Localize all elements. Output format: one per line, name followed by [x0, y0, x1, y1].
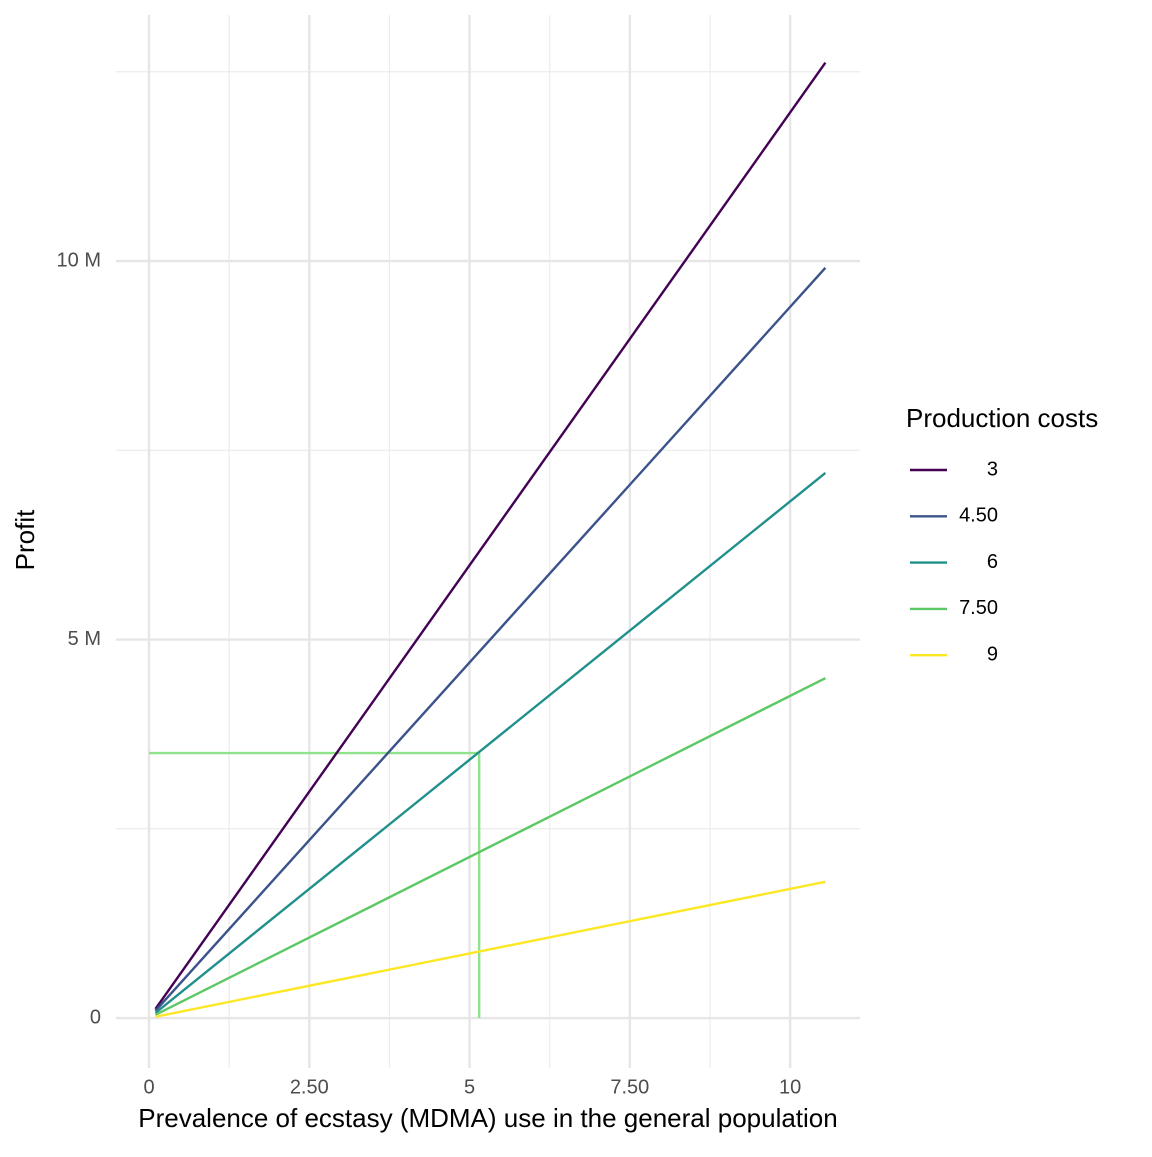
- series-line: [155, 880, 826, 1018]
- series-line: [154, 267, 827, 1012]
- y-axis-title: Profit: [10, 509, 40, 570]
- legend-label: 6: [987, 551, 998, 573]
- legend-title: Production costs: [906, 403, 1098, 433]
- series-line: [154, 61, 827, 1010]
- legend-label: 7.50: [959, 597, 998, 619]
- x-axis-title: Prevalence of ecstasy (MDMA) use in the …: [138, 1103, 837, 1133]
- series-line: [154, 677, 826, 1016]
- x-tick-label: 2.50: [290, 1076, 329, 1098]
- x-tick-label: 7.50: [610, 1076, 649, 1098]
- y-tick-label: 5 M: [68, 628, 101, 650]
- y-tick-label: 10 M: [57, 249, 101, 271]
- x-tick-label: 10: [779, 1076, 801, 1098]
- legend-label: 9: [987, 643, 998, 665]
- y-tick-label: 0: [90, 1006, 101, 1028]
- x-tick-label: 0: [143, 1076, 154, 1098]
- legend-label: 4.50: [959, 505, 998, 527]
- x-tick-label: 5: [464, 1076, 475, 1098]
- legend-label: 3: [987, 458, 998, 480]
- series-line: [154, 472, 827, 1014]
